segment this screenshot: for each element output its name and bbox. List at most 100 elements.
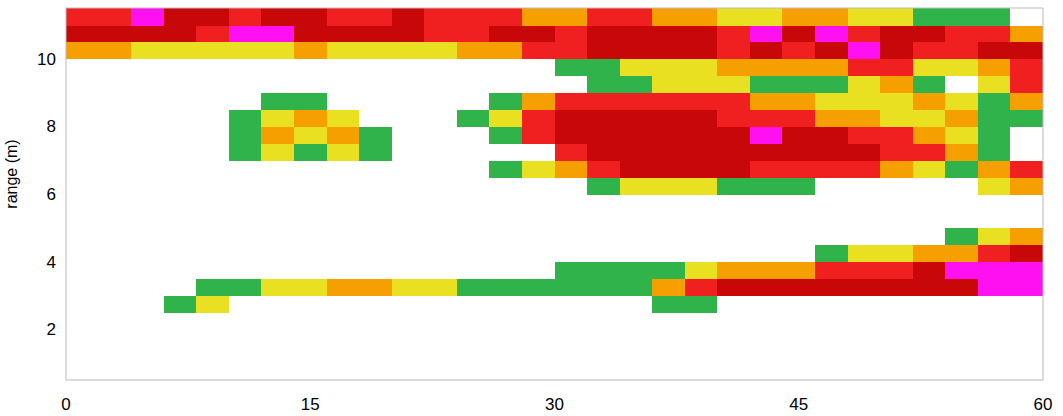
cell (131, 295, 164, 313)
cell (717, 295, 750, 313)
cell (620, 59, 653, 77)
cell (359, 279, 392, 297)
cell (652, 312, 685, 330)
cell (587, 211, 620, 229)
cell (848, 228, 881, 246)
cell (327, 93, 360, 111)
cell (750, 42, 783, 60)
cell (294, 76, 327, 94)
cell (164, 76, 197, 94)
cell (913, 8, 946, 26)
cell (685, 109, 718, 127)
cells (66, 8, 1043, 380)
cell (164, 93, 197, 111)
cell (261, 346, 294, 364)
cell (522, 177, 555, 195)
cell (392, 76, 425, 94)
cell (261, 25, 294, 43)
y-axis-title: range (m) (3, 139, 20, 208)
cell (164, 177, 197, 195)
cell (620, 8, 653, 26)
cell (620, 363, 653, 380)
cell (359, 346, 392, 364)
cell (978, 312, 1011, 330)
cell (815, 25, 848, 43)
cell (424, 59, 457, 77)
cell (229, 25, 262, 43)
cell (522, 8, 555, 26)
cell (294, 126, 327, 144)
cell (457, 160, 490, 178)
cell (261, 194, 294, 212)
cell (229, 76, 262, 94)
cell (457, 262, 490, 280)
cell (229, 228, 262, 246)
cell (327, 262, 360, 280)
cell (685, 312, 718, 330)
cell (196, 295, 229, 313)
cell (782, 245, 815, 263)
cell (522, 211, 555, 229)
cell (489, 194, 522, 212)
cell (945, 312, 978, 330)
cell (131, 211, 164, 229)
cell (392, 329, 425, 347)
cell (327, 42, 360, 60)
y-tick-label: 4 (47, 253, 56, 272)
cell (424, 279, 457, 297)
cell (99, 8, 132, 26)
cell (359, 228, 392, 246)
cell (489, 211, 522, 229)
cell (848, 279, 881, 297)
cell (652, 194, 685, 212)
cell (880, 228, 913, 246)
cell (652, 177, 685, 195)
cell (880, 93, 913, 111)
cell (782, 126, 815, 144)
cell (489, 312, 522, 330)
cell (815, 228, 848, 246)
cell (750, 262, 783, 280)
cell (945, 363, 978, 380)
cell (945, 346, 978, 364)
cell (913, 143, 946, 161)
cell (945, 295, 978, 313)
cell (717, 329, 750, 347)
cell (457, 93, 490, 111)
cell (327, 143, 360, 161)
cell (522, 312, 555, 330)
cell (750, 211, 783, 229)
cell (131, 42, 164, 60)
cell (880, 25, 913, 43)
cell (555, 194, 588, 212)
cell (880, 346, 913, 364)
cell (913, 177, 946, 195)
cell (555, 279, 588, 297)
cell (880, 76, 913, 94)
cell (782, 109, 815, 127)
cell (620, 76, 653, 94)
cell (522, 143, 555, 161)
cell (261, 8, 294, 26)
cell (620, 329, 653, 347)
cell (327, 109, 360, 127)
cell (424, 126, 457, 144)
cell (327, 211, 360, 229)
cell (782, 211, 815, 229)
cell (229, 211, 262, 229)
cell (782, 143, 815, 161)
cell (164, 8, 197, 26)
cell (880, 109, 913, 127)
cell (261, 76, 294, 94)
cell (294, 312, 327, 330)
cell (815, 93, 848, 111)
cell (327, 194, 360, 212)
cell (913, 76, 946, 94)
cell (815, 126, 848, 144)
cell (913, 194, 946, 212)
cell (815, 295, 848, 313)
cell (1010, 42, 1043, 60)
cell (848, 160, 881, 178)
cell (522, 363, 555, 380)
cell (620, 312, 653, 330)
